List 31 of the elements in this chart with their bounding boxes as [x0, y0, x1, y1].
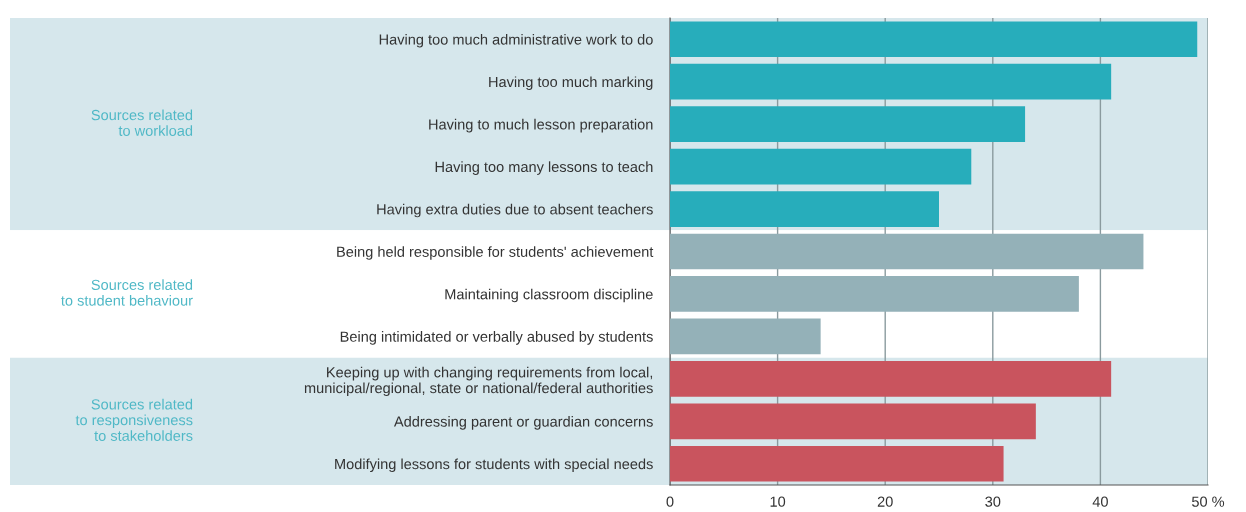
y-tick-label: Maintaining classroom discipline: [445, 288, 653, 303]
y-tick-label: Having extra duties due to absent teachers: [377, 203, 653, 218]
y-tick-label: Addressing parent or guardian concerns: [393, 416, 653, 430]
bar: [670, 276, 1079, 312]
y-tick-label: Having too many lessons to teach: [435, 161, 653, 175]
band-label: Sources related to student behaviour: [61, 279, 193, 306]
bar: [670, 318, 821, 355]
y-tick-label: Having to much lesson preparation: [429, 118, 653, 133]
y-tick-label: Having too much administrative work to do: [379, 33, 653, 48]
bar: [670, 445, 1004, 482]
y-tick-label: Being intimidated or verbally abused by students: [340, 331, 653, 345]
y-tick-label: Being held responsible for students' achievement: [337, 246, 654, 260]
bar: [670, 191, 939, 227]
x-tick-label: 40: [1092, 496, 1108, 507]
band-label: Sources related to responsiveness to stakeholders: [75, 398, 193, 441]
x-tick-label: 50 %: [1191, 496, 1225, 507]
bar: [670, 361, 1112, 397]
bar: [670, 233, 1144, 270]
bar: [670, 106, 1026, 142]
x-tick-label: 10: [770, 496, 786, 507]
band-label: Sources related to workload: [91, 109, 193, 136]
bar: [670, 403, 1036, 440]
y-tick-label: Modifying lessons for students with special needs: [335, 458, 653, 473]
x-tick-label: 30: [985, 496, 1001, 507]
y-tick-label: Keeping up with changing requirements from local, municipal/regional, state or national/federal authorities: [304, 366, 653, 397]
x-tick-label: 0: [666, 496, 674, 507]
x-tick-label: 20: [877, 496, 893, 507]
bar: [670, 148, 972, 185]
y-tick-label: Having too much marking: [489, 76, 653, 90]
bar: [670, 63, 1112, 100]
bar: [670, 21, 1198, 58]
